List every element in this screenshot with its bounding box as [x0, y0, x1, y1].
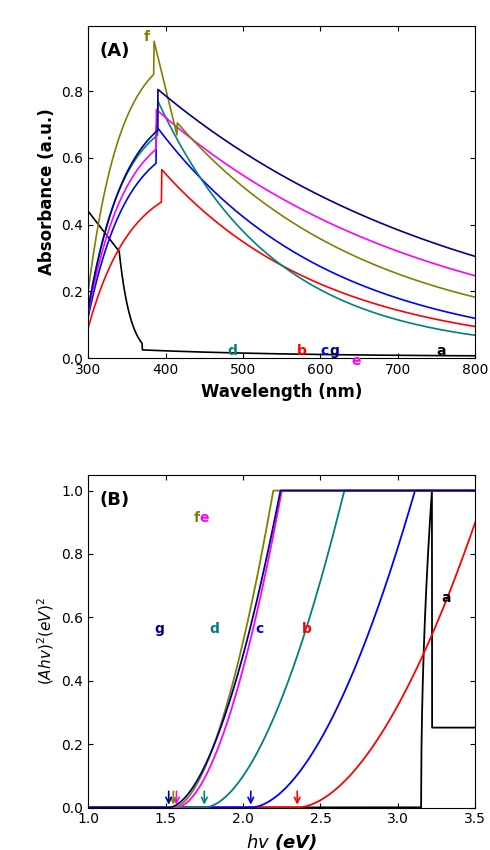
Text: g: g — [330, 344, 340, 358]
Text: d: d — [227, 344, 238, 358]
Text: a: a — [441, 591, 451, 604]
Text: e: e — [351, 354, 361, 368]
Text: a: a — [437, 344, 446, 358]
X-axis label: $hv$ (eV): $hv$ (eV) — [246, 832, 318, 850]
Text: b: b — [297, 344, 307, 358]
Text: b: b — [302, 622, 312, 636]
Text: (B): (B) — [100, 491, 130, 509]
Y-axis label: $(Ahv)^2(eV)^2$: $(Ahv)^2(eV)^2$ — [35, 598, 56, 685]
Text: f: f — [144, 30, 150, 44]
Text: d: d — [209, 622, 219, 636]
X-axis label: Wavelength (nm): Wavelength (nm) — [201, 382, 363, 400]
Text: c: c — [320, 344, 329, 358]
Text: e: e — [200, 511, 209, 525]
Text: c: c — [255, 622, 264, 636]
Text: (A): (A) — [100, 42, 130, 60]
Text: g: g — [155, 622, 165, 636]
Text: f: f — [194, 511, 199, 525]
Y-axis label: Absorbance (a.u.): Absorbance (a.u.) — [38, 109, 56, 275]
